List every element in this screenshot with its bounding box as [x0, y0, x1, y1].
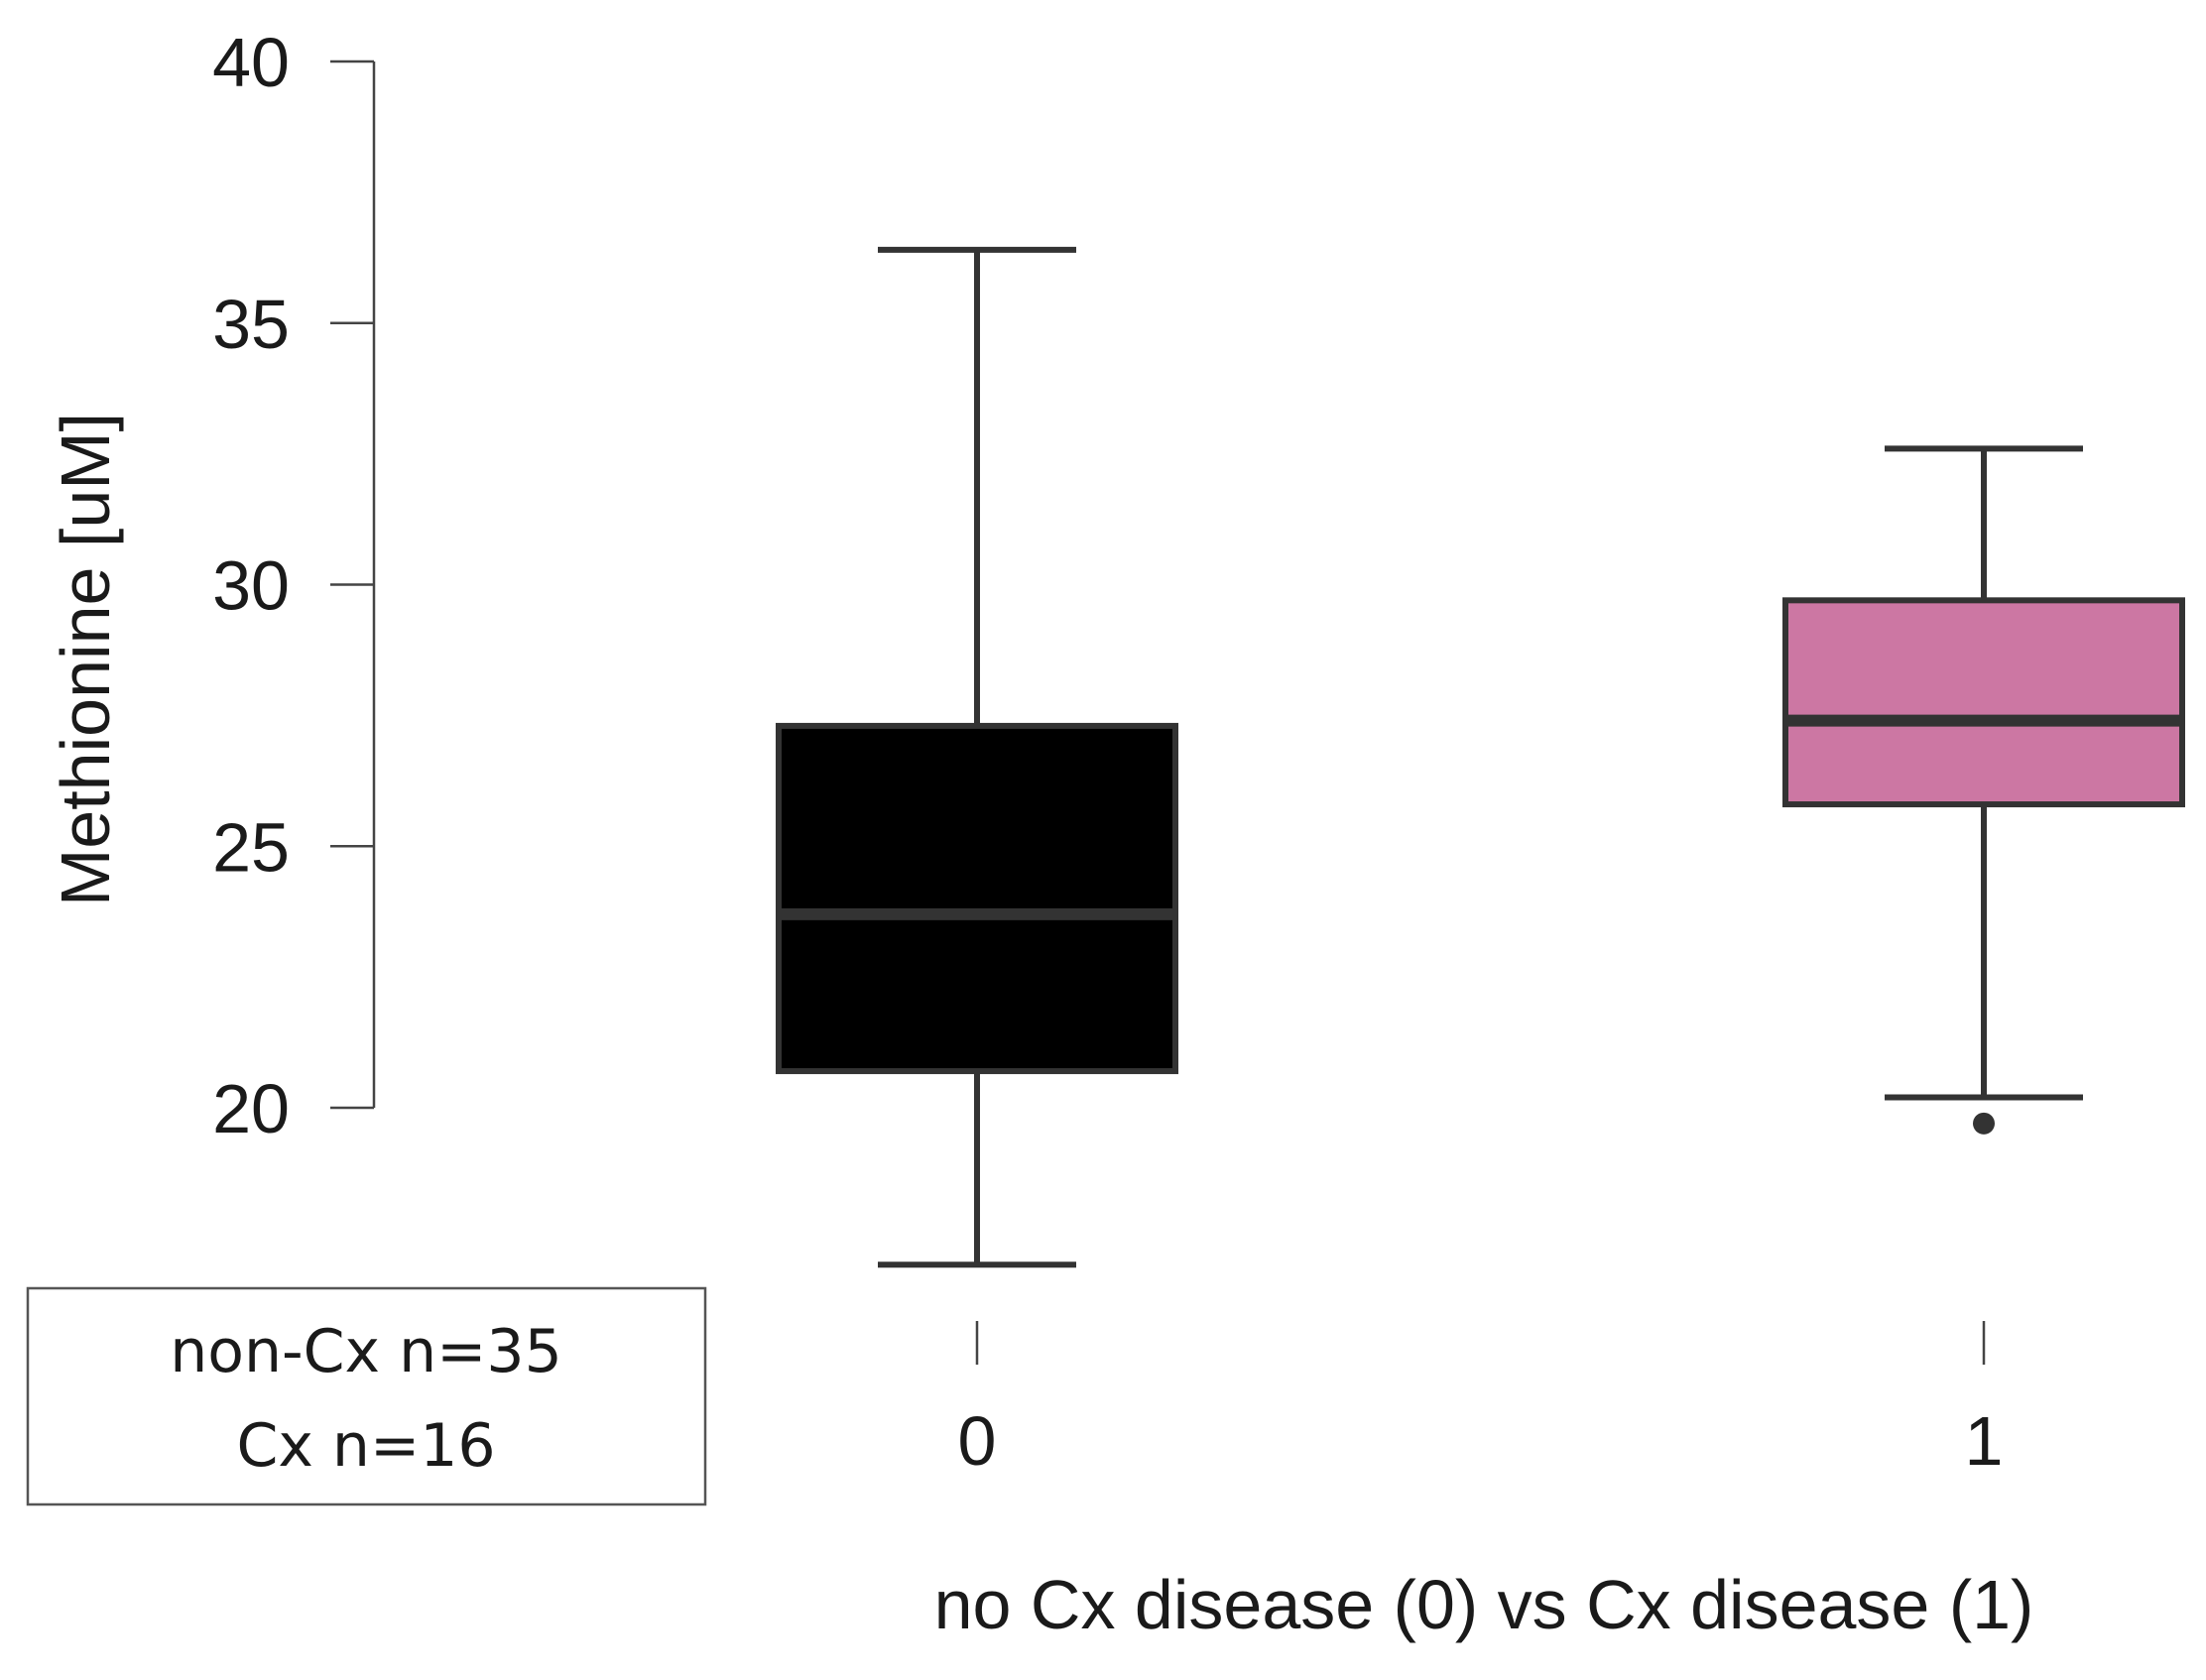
box-group-1 — [1782, 445, 2185, 1135]
legend: non-Cx n=35 Cx n=16 — [26, 1286, 707, 1506]
legend-line-cx: Cx n=16 — [236, 1411, 495, 1481]
box-rect — [776, 722, 1178, 1075]
y-tick-label: 25 — [212, 808, 290, 886]
box-series — [776, 246, 2185, 1268]
x-tick-label: 0 — [958, 1402, 997, 1480]
outlier-point — [1973, 1112, 1995, 1135]
y-axis-title: Methionine [uM] — [47, 413, 124, 906]
x-tick-label: 1 — [1965, 1402, 2004, 1480]
y-axis: 40 35 30 25 20 — [212, 24, 376, 1147]
y-tick-label: 30 — [212, 547, 290, 625]
box-rect — [1782, 597, 2185, 808]
y-ticks: 40 35 30 25 20 — [212, 24, 374, 1147]
legend-box — [26, 1286, 707, 1506]
y-tick-label: 40 — [212, 24, 290, 101]
box-group-0 — [776, 246, 1178, 1268]
y-tick-label: 20 — [212, 1070, 290, 1147]
y-tick-label: 35 — [212, 286, 290, 363]
x-axis-title: no Cx disease (0) vs Cx disease (1) — [934, 1566, 2034, 1643]
legend-line-non-cx: non-Cx n=35 — [170, 1317, 562, 1386]
